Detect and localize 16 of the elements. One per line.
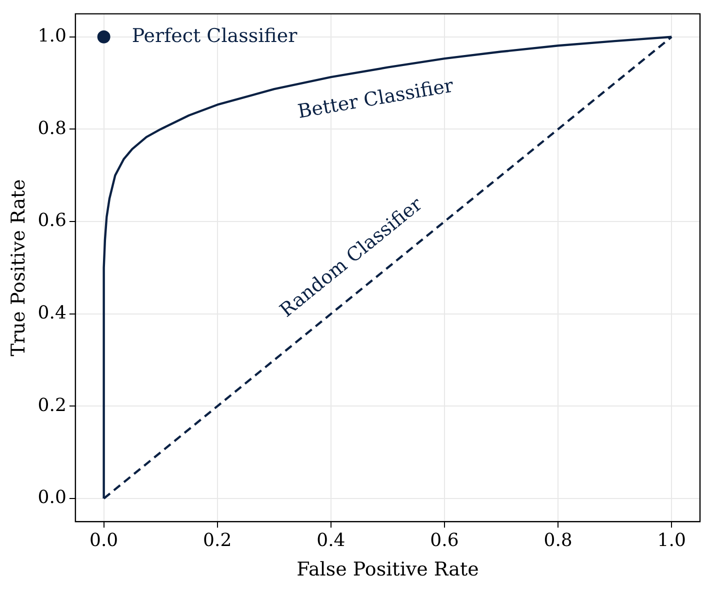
y-tick-label: 0.4 xyxy=(38,302,66,324)
x-tick-label: 0.2 xyxy=(203,530,232,552)
x-tick-label: 1.0 xyxy=(657,530,686,552)
x-tick-label: 0.8 xyxy=(544,530,572,552)
y-tick-label: 0.2 xyxy=(38,394,66,416)
y-tick-label: 0.6 xyxy=(38,210,66,232)
series-label: Perfect Classifier xyxy=(132,24,298,47)
x-tick-label: 0.6 xyxy=(430,530,459,552)
x-axis-title: False Positive Rate xyxy=(296,558,479,581)
text: Better Classifier xyxy=(296,74,456,123)
y-tick-label: 1.0 xyxy=(38,26,66,47)
x-tick-label: 0.0 xyxy=(89,530,118,552)
y-tick-label: 0.8 xyxy=(38,118,66,139)
y-tick-label: 0.0 xyxy=(38,487,66,508)
x-tick-label: 0.4 xyxy=(316,530,346,552)
y-axis-title: True Positive Rate xyxy=(7,179,30,356)
